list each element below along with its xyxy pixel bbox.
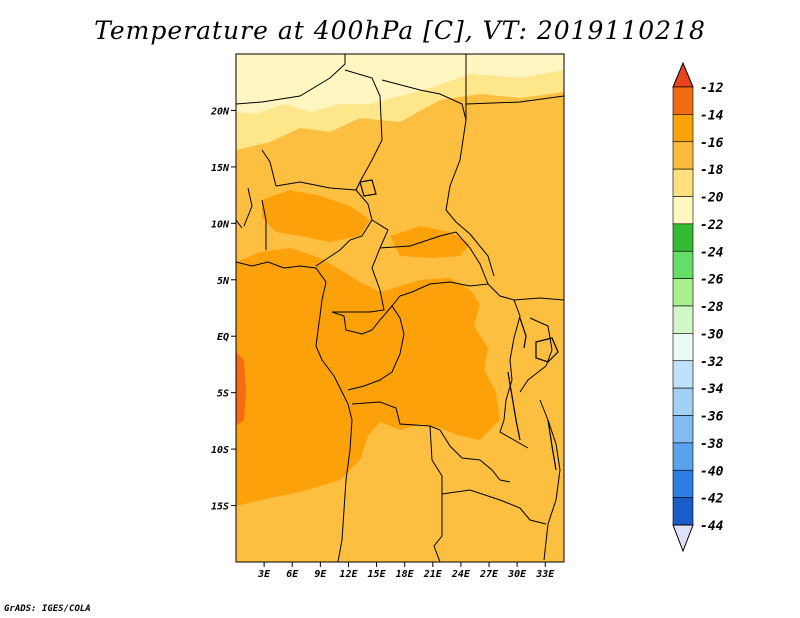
colorbar-label: -26 <box>700 273 724 288</box>
colorbar-bottom-triangle <box>672 524 694 553</box>
band-14-12 <box>236 352 246 426</box>
colorbar-label: -24 <box>700 245 724 260</box>
border-angola-zambia <box>429 425 443 562</box>
country-borders <box>236 54 564 562</box>
border-drc-south <box>351 401 511 483</box>
lon-label: 24E <box>451 569 471 580</box>
colorbar-box <box>672 196 694 225</box>
colorbar-label: -22 <box>700 218 724 233</box>
colorbar-box <box>672 387 694 416</box>
colorbar-label: -38 <box>700 437 724 452</box>
border-drc-east <box>487 283 529 449</box>
border-congo <box>331 305 405 391</box>
lat-label: 5S <box>217 389 229 400</box>
lat-label: 15N <box>211 163 230 174</box>
map-title: Temperature at 400hPa [C], VT: 201911021… <box>94 16 706 45</box>
colorbar-label: -34 <box>700 382 724 397</box>
lat-label: 15S <box>211 502 229 513</box>
colorbar-label: -36 <box>700 410 724 425</box>
border-uganda-kenya <box>519 317 553 393</box>
colorbar-box <box>672 114 694 143</box>
lon-label: 15E <box>368 569 387 580</box>
colorbar-label: -30 <box>700 327 724 342</box>
lake-tanganyika <box>507 371 521 441</box>
colorbar-box <box>672 305 694 334</box>
colorbar-box <box>672 168 694 197</box>
lon-label: 9E <box>314 569 327 580</box>
lat-label: 20N <box>210 106 230 117</box>
colorbar-label: -14 <box>700 108 724 123</box>
band-16-14 <box>236 248 500 506</box>
colorbar-box <box>672 278 694 307</box>
temperature-field <box>236 54 564 562</box>
lake-albert <box>519 317 527 349</box>
colorbar-box <box>672 86 694 115</box>
border-niger-chad <box>344 69 383 191</box>
lon-label: 30E <box>507 569 527 580</box>
colorbar-label: -12 <box>700 81 724 96</box>
colorbar-box <box>672 415 694 444</box>
border-west-africa <box>236 149 277 250</box>
band-16-14-north <box>262 190 370 242</box>
lat-label: 10N <box>211 219 230 230</box>
lon-label: 12E <box>339 569 358 580</box>
coastline <box>236 261 353 562</box>
colorbar-top-triangle <box>672 61 694 88</box>
map-frame <box>235 53 565 563</box>
border-libya <box>381 54 467 121</box>
lake-chad <box>359 179 377 197</box>
colorbar-label: -28 <box>700 300 724 315</box>
colorbar-box <box>672 223 694 252</box>
lon-label: 27E <box>479 569 499 580</box>
grads-credit: GrADS: IGES/COLA <box>4 604 91 614</box>
border-east-africa <box>513 297 564 301</box>
colorbar-box <box>672 360 694 389</box>
colorbar-box <box>672 141 694 170</box>
lakes <box>359 179 559 471</box>
band-22-20 <box>236 54 564 114</box>
lon-label: 18E <box>396 569 415 580</box>
colorbar-label: -44 <box>700 519 724 534</box>
lat-label: 5N <box>217 276 230 287</box>
colorbar-box <box>672 442 694 471</box>
border-cameroon <box>332 219 389 313</box>
colorbar-label: -18 <box>700 163 724 178</box>
lon-label: 3E <box>257 569 271 580</box>
lon-label: 33E <box>535 569 555 580</box>
lon-label: 6E <box>286 569 299 580</box>
lon-label: 21E <box>423 569 443 580</box>
lake-victoria <box>535 337 559 363</box>
colorbar: -12 -14 -16 -18 -20 -22 -24 -26 -28 -30 -32 -34 -36 -… <box>672 61 724 553</box>
colorbar-label: -32 <box>700 355 724 370</box>
border-zambia-south <box>441 489 547 525</box>
colorbar-box <box>672 250 694 279</box>
colorbar-label: -40 <box>700 464 724 479</box>
colorbar-label: -20 <box>700 191 724 206</box>
lat-label: EQ <box>217 332 229 343</box>
colorbar-box <box>672 469 694 498</box>
longitude-labels: 3E 6E 9E 12E 15E 18E 21E 24E 27E 30E 33E <box>257 562 555 580</box>
border-chad-sudan <box>445 119 495 277</box>
border-sahara <box>236 54 346 105</box>
colorbar-label: -16 <box>700 136 724 151</box>
latitude-labels: 20N 15N 10N 5N EQ 5S 10S 15S <box>210 106 236 513</box>
colorbar-box <box>672 333 694 362</box>
colorbar-label: -42 <box>700 492 724 507</box>
colorbar-box <box>672 497 694 526</box>
border-egypt-sudan <box>465 95 564 105</box>
lat-label: 10S <box>211 445 229 456</box>
lake-malawi <box>547 419 557 471</box>
